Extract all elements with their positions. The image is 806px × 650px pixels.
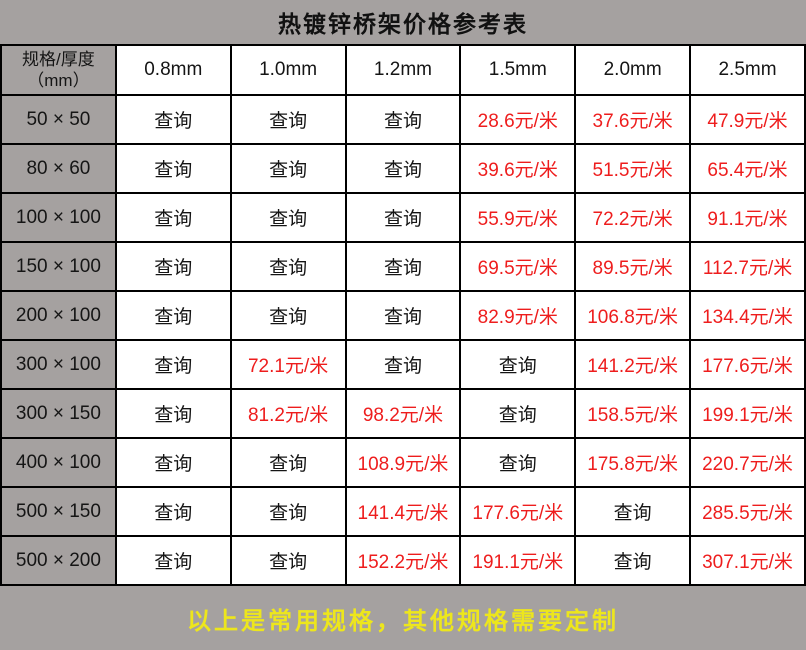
query-cell: 查询: [229, 437, 347, 488]
query-cell: 查询: [229, 94, 347, 145]
query-cell: 查询: [229, 486, 347, 537]
price-cell: 220.7元/米: [689, 437, 806, 488]
table-row: 200 × 100 查询 查询 查询 82.9元/米 106.8元/米 134.4元/米: [0, 290, 806, 341]
query-cell: 查询: [114, 290, 232, 341]
corner-header-line1: 规格/厚度: [22, 49, 95, 69]
query-cell: 查询: [114, 241, 232, 292]
price-cell: 158.5元/米: [574, 388, 692, 439]
price-cell: 152.2元/米: [344, 535, 462, 586]
query-cell: 查询: [574, 486, 692, 537]
query-cell: 查询: [229, 290, 347, 341]
query-cell: 查询: [344, 241, 462, 292]
price-cell: 69.5元/米: [459, 241, 577, 292]
spec-cell: 150 × 100: [0, 241, 117, 292]
query-cell: 查询: [344, 94, 462, 145]
query-cell: 查询: [344, 290, 462, 341]
price-cell: 28.6元/米: [459, 94, 577, 145]
thickness-header: 1.5mm: [459, 44, 577, 96]
thickness-header: 1.2mm: [344, 44, 462, 96]
query-cell: 查询: [229, 241, 347, 292]
table-row: 500 × 200 查询 查询 152.2元/米 191.1元/米 查询 307.1元/米: [0, 535, 806, 586]
price-cell: 55.9元/米: [459, 192, 577, 243]
price-cell: 91.1元/米: [689, 192, 806, 243]
query-cell: 查询: [344, 339, 462, 390]
table-row: 300 × 100 查询 72.1元/米 查询 查询 141.2元/米 177.6元/米: [0, 339, 806, 390]
query-cell: 查询: [114, 143, 232, 194]
price-cell: 108.9元/米: [344, 437, 462, 488]
query-cell: 查询: [229, 143, 347, 194]
price-cell: 89.5元/米: [574, 241, 692, 292]
price-cell: 65.4元/米: [689, 143, 806, 194]
query-cell: 查询: [344, 192, 462, 243]
thickness-header: 2.5mm: [689, 44, 806, 96]
price-cell: 141.2元/米: [574, 339, 692, 390]
spec-cell: 500 × 150: [0, 486, 117, 537]
spec-cell: 300 × 100: [0, 339, 117, 390]
price-cell: 82.9元/米: [459, 290, 577, 341]
price-cell: 177.6元/米: [459, 486, 577, 537]
price-cell: 47.9元/米: [689, 94, 806, 145]
table-row: 50 × 50 查询 查询 查询 28.6元/米 37.6元/米 47.9元/米: [0, 94, 806, 145]
price-cell: 72.2元/米: [574, 192, 692, 243]
spec-cell: 100 × 100: [0, 192, 117, 243]
thickness-header: 1.0mm: [229, 44, 347, 96]
price-cell: 141.4元/米: [344, 486, 462, 537]
corner-header-line2: （mm）: [27, 71, 90, 90]
spec-cell: 80 × 60: [0, 143, 117, 194]
table-row: 300 × 150 查询 81.2元/米 98.2元/米 查询 158.5元/米 199.1…: [0, 388, 806, 439]
price-cell: 72.1元/米: [229, 339, 347, 390]
table-row: 400 × 100 查询 查询 108.9元/米 查询 175.8元/米 220.7元/米: [0, 437, 806, 488]
table-row: 150 × 100 查询 查询 查询 69.5元/米 89.5元/米 112.7元/米: [0, 241, 806, 292]
query-cell: 查询: [459, 388, 577, 439]
query-cell: 查询: [114, 437, 232, 488]
spec-cell: 500 × 200: [0, 535, 117, 586]
corner-header-cell: 规格/厚度 （mm）: [0, 44, 117, 96]
table-row: 80 × 60 查询 查询 查询 39.6元/米 51.5元/米 65.4元/米: [0, 143, 806, 194]
price-cell: 37.6元/米: [574, 94, 692, 145]
price-cell: 177.6元/米: [689, 339, 806, 390]
footer-note: 以上是常用规格，其他规格需要定制: [0, 586, 806, 650]
query-cell: 查询: [459, 437, 577, 488]
price-cell: 51.5元/米: [574, 143, 692, 194]
query-cell: 查询: [459, 339, 577, 390]
price-cell: 112.7元/米: [689, 241, 806, 292]
header-row: 规格/厚度 （mm） 0.8mm 1.0mm 1.2mm 1.5mm 2.0mm 2.5m…: [0, 44, 806, 96]
query-cell: 查询: [114, 192, 232, 243]
query-cell: 查询: [229, 192, 347, 243]
query-cell: 查询: [229, 535, 347, 586]
price-cell: 39.6元/米: [459, 143, 577, 194]
price-cell: 81.2元/米: [229, 388, 347, 439]
query-cell: 查询: [114, 94, 232, 145]
spec-cell: 50 × 50: [0, 94, 117, 145]
price-cell: 285.5元/米: [689, 486, 806, 537]
price-cell: 98.2元/米: [344, 388, 462, 439]
query-cell: 查询: [114, 339, 232, 390]
price-cell: 134.4元/米: [689, 290, 806, 341]
spec-cell: 300 × 150: [0, 388, 117, 439]
query-cell: 查询: [114, 535, 232, 586]
spec-cell: 200 × 100: [0, 290, 117, 341]
thickness-header: 0.8mm: [114, 44, 232, 96]
spec-cell: 400 × 100: [0, 437, 117, 488]
query-cell: 查询: [114, 388, 232, 439]
query-cell: 查询: [344, 143, 462, 194]
price-cell: 199.1元/米: [689, 388, 806, 439]
table-row: 500 × 150 查询 查询 141.4元/米 177.6元/米 查询 285.5元/米: [0, 486, 806, 537]
page-title: 热镀锌桥架价格参考表: [0, 0, 806, 44]
table-row: 100 × 100 查询 查询 查询 55.9元/米 72.2元/米 91.1元/米: [0, 192, 806, 243]
price-cell: 106.8元/米: [574, 290, 692, 341]
price-table: 规格/厚度 （mm） 0.8mm 1.0mm 1.2mm 1.5mm 2.0mm 2.5m…: [0, 44, 806, 586]
price-cell: 191.1元/米: [459, 535, 577, 586]
price-cell: 175.8元/米: [574, 437, 692, 488]
query-cell: 查询: [114, 486, 232, 537]
thickness-header: 2.0mm: [574, 44, 692, 96]
query-cell: 查询: [574, 535, 692, 586]
price-cell: 307.1元/米: [689, 535, 806, 586]
